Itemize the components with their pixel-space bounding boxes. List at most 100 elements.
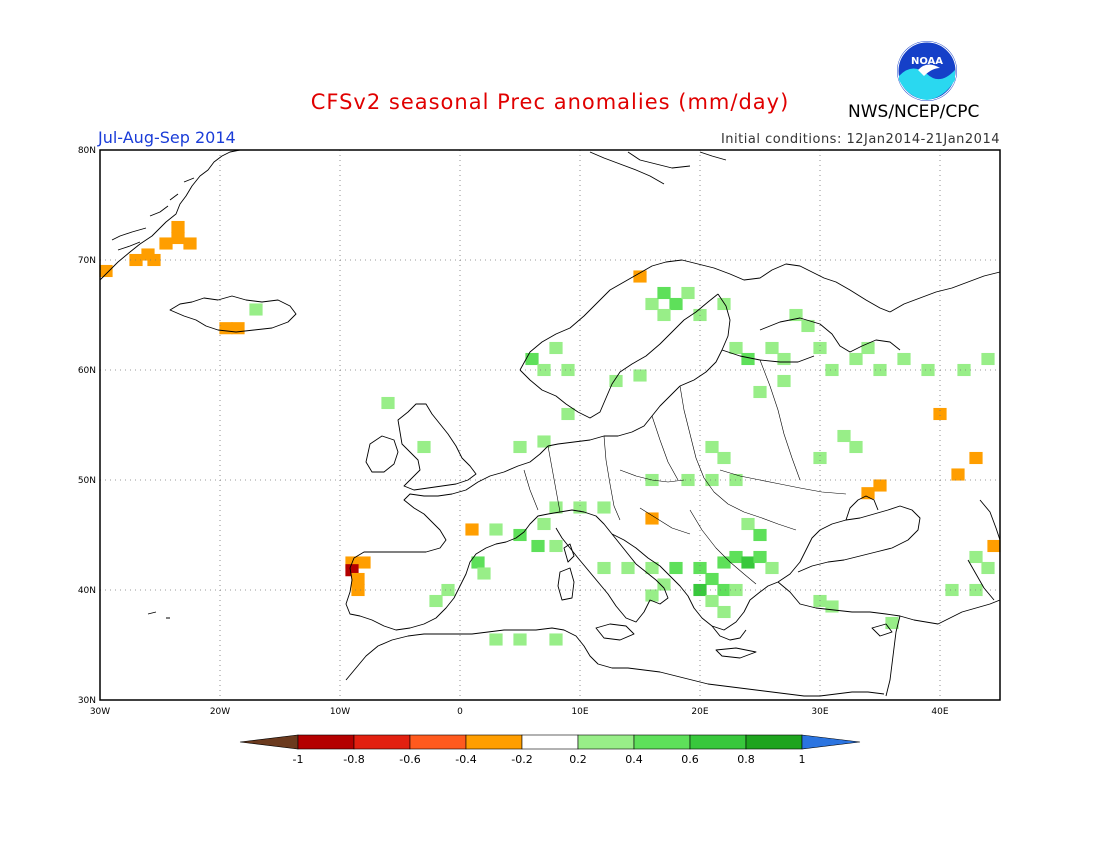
anomaly-cell <box>525 352 539 366</box>
colorbar-high-arrow <box>801 734 861 750</box>
anomaly-cell <box>669 561 683 575</box>
colorbar-label: 1 <box>799 753 806 766</box>
colorbar-segment <box>633 734 691 750</box>
anomaly-cell <box>561 363 575 377</box>
black-sea-coast <box>777 505 921 583</box>
map-frame <box>99 149 1001 701</box>
anomaly-cell <box>645 561 659 575</box>
longitude-label: 10E <box>571 707 588 717</box>
anomaly-cell <box>981 352 995 366</box>
colorbar-segment <box>577 734 635 750</box>
map-gridlines <box>100 150 1000 700</box>
anomaly-cell <box>561 407 575 421</box>
levant-coast <box>885 615 901 697</box>
anomaly-cell <box>921 363 935 377</box>
anomaly-cell <box>489 523 503 536</box>
anomaly-cell <box>471 556 485 569</box>
anomaly-cell <box>777 374 791 388</box>
colorbar-label: -0.4 <box>455 753 476 766</box>
latitude-label: 80N <box>78 146 96 156</box>
anomaly-cell <box>987 539 1001 553</box>
noaa-logo-icon: NOAA <box>897 41 957 101</box>
anomaly-cells-layer <box>99 220 1001 646</box>
longitude-label: 40E <box>931 707 948 717</box>
greenland-fjords <box>111 177 195 251</box>
caspian-coast <box>967 499 1001 601</box>
anomaly-cell <box>249 303 263 316</box>
balkan-coast <box>611 533 779 631</box>
anomaly-cell <box>957 363 971 377</box>
latitude-label: 40N <box>78 586 96 596</box>
anomaly-cell <box>183 237 197 250</box>
colorbar-label: -0.2 <box>511 753 532 766</box>
anomaly-cell <box>381 396 395 410</box>
colorbar-segment <box>521 734 579 750</box>
longitude-label: 10W <box>330 707 350 717</box>
anomaly-cell <box>801 319 815 333</box>
sardinia-coast <box>557 567 575 601</box>
colorbar-segment <box>353 734 411 750</box>
anomaly-cell <box>705 594 719 608</box>
longitude-label: 30E <box>811 707 828 717</box>
north-africa-coast <box>345 627 885 697</box>
anomaly-cell <box>669 297 683 311</box>
colorbar-segment <box>297 734 355 750</box>
anomaly-cell <box>741 352 755 366</box>
colorbar-segment <box>409 734 467 750</box>
anomaly-cell <box>657 286 671 300</box>
baltic-south-coast <box>547 385 681 447</box>
iceland-coast <box>169 295 297 333</box>
longitude-label: 20E <box>691 707 708 717</box>
colorbar-label: -0.6 <box>399 753 420 766</box>
ireland-coast <box>365 435 399 473</box>
anomaly-cell <box>513 440 527 454</box>
anomaly-cell <box>645 589 659 602</box>
anomaly-cell <box>657 308 671 322</box>
colorbar-legend: -1 -0.8 -0.6 -0.4 -0.2 0.2 0.4 0.6 0.8 1 <box>239 734 861 766</box>
colorbar-low-arrow <box>239 734 299 750</box>
anomaly-cell <box>357 556 371 569</box>
anomaly-cell <box>717 583 731 597</box>
colorbar-label: 0.2 <box>569 753 587 766</box>
colorbar-label: 0.8 <box>737 753 755 766</box>
anomaly-cell <box>951 468 965 481</box>
anomaly-cell <box>717 297 731 311</box>
anomaly-cell <box>171 231 185 245</box>
colorbar-label: 0.6 <box>681 753 699 766</box>
anomaly-cell <box>429 594 443 608</box>
anomaly-cell <box>753 550 767 564</box>
anomaly-cell <box>933 407 947 421</box>
anomaly-cell <box>219 322 233 335</box>
svalbard-coast <box>589 151 727 185</box>
latitude-label: 30N <box>78 696 96 706</box>
peloponnese-coast <box>711 625 747 641</box>
italy-coast <box>547 509 669 623</box>
azores-coast <box>147 611 170 619</box>
anomaly-cell <box>549 341 563 355</box>
anomaly-cell <box>897 352 911 366</box>
anomaly-cell <box>645 512 659 525</box>
anomaly-cell <box>537 517 551 531</box>
map-title: CFSv2 seasonal Prec anomalies (mm/day) <box>310 90 790 114</box>
anomaly-cell <box>633 270 647 283</box>
anomaly-cell <box>969 451 983 465</box>
anomaly-cell <box>513 633 527 646</box>
anomaly-cell <box>633 369 647 382</box>
latitude-label: 60N <box>78 366 96 376</box>
anomaly-cell <box>465 523 479 536</box>
colorbar-label: 0.4 <box>625 753 643 766</box>
anomaly-cell <box>849 352 863 366</box>
axis-labels: 30N 40N 50N 60N 70N 80N 30W 20W 10W 0 10E 20E 30E 40E <box>78 146 949 717</box>
latitude-label: 50N <box>78 476 96 486</box>
anomaly-cell <box>645 297 659 311</box>
anomaly-cell <box>351 583 365 597</box>
anomaly-cell <box>597 501 611 514</box>
anomaly-cell <box>657 578 671 591</box>
anomaly-cell <box>351 572 365 586</box>
anomaly-cell <box>705 572 719 586</box>
country-borders <box>523 359 847 585</box>
colorbar-segment <box>745 734 803 750</box>
finland-coast <box>679 293 815 387</box>
anomaly-cell <box>477 567 491 580</box>
